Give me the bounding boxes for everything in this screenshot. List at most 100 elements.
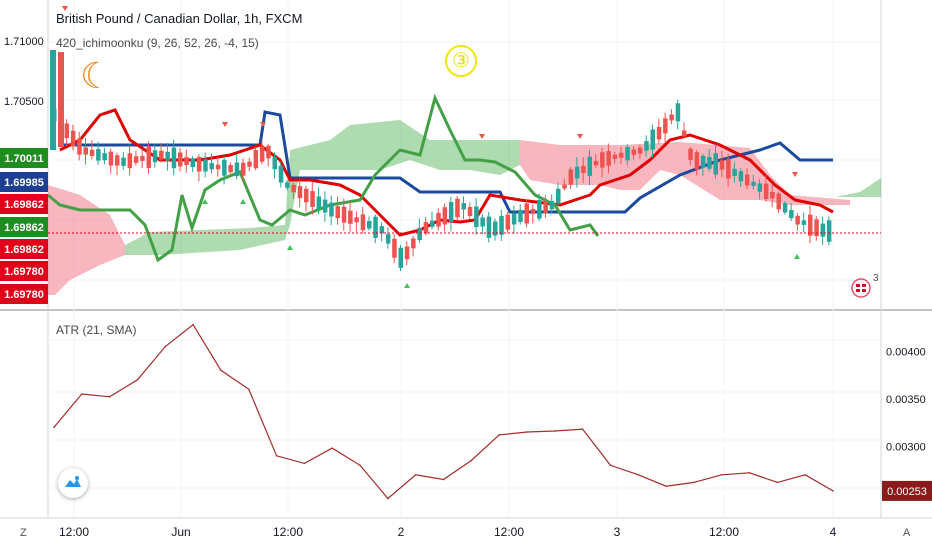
atr-tick-label: 0.00400 <box>886 346 926 358</box>
candle-body <box>631 149 637 155</box>
atr-data-point <box>470 459 473 462</box>
candle-body <box>782 203 788 213</box>
candle-body <box>656 127 662 140</box>
candle-body <box>83 147 88 155</box>
event-marker-three: ③ <box>445 45 477 77</box>
candle-body <box>537 199 542 219</box>
candle-body <box>820 223 826 237</box>
candle-body <box>121 157 126 166</box>
candle-body <box>751 181 756 186</box>
candle-body <box>549 200 555 210</box>
candle-body <box>140 156 145 161</box>
candle-body <box>367 220 372 229</box>
time-tick-label: 2 <box>398 525 405 539</box>
indicator-legend[interactable]: 420_ichimoonku (9, 26, 52, 26, -4, 15) <box>56 36 259 50</box>
candle-body <box>291 184 296 193</box>
price-badge[interactable] <box>0 217 48 237</box>
candle-body <box>89 149 95 157</box>
candle-body <box>196 156 202 172</box>
atr-data-point <box>136 378 139 381</box>
atr-data-point <box>359 464 361 467</box>
atr-legend[interactable]: ATR (21, SMA) <box>56 323 137 337</box>
price-badge[interactable] <box>0 172 48 192</box>
candle-body <box>700 155 706 168</box>
candle-body <box>757 183 763 192</box>
candle-body <box>171 147 177 169</box>
candle-body <box>329 202 334 217</box>
candle-body <box>115 155 120 166</box>
candle-body <box>316 196 322 209</box>
candle-body <box>354 217 359 223</box>
candle-body <box>297 186 303 199</box>
kumo-cloud-bullish <box>835 178 881 197</box>
price-badge-label: 1.69862 <box>4 199 44 211</box>
atr-data-point <box>665 485 667 487</box>
candlestick-series <box>50 50 832 272</box>
candle-body <box>574 166 580 179</box>
candle-body <box>644 140 649 151</box>
price-badge-label: 1.69780 <box>4 289 44 301</box>
candle-body <box>411 238 416 249</box>
sell-signal-marker <box>577 134 583 139</box>
atr-tick-label: 0.00300 <box>886 441 926 453</box>
candle-body <box>417 227 422 241</box>
price-badge-label: 1.70011 <box>4 153 43 165</box>
candle-body <box>675 103 681 122</box>
buy-signal-marker <box>240 199 246 204</box>
candle-body <box>581 165 586 173</box>
atr-plot <box>53 323 834 500</box>
price-badge[interactable] <box>0 194 48 214</box>
atr-data-point <box>275 454 278 457</box>
candle-body <box>373 216 378 238</box>
atr-data-point <box>526 431 528 433</box>
symbol-title[interactable]: British Pound / Canadian Dollar, 1h, FXC… <box>56 11 303 26</box>
candle-body <box>493 221 498 236</box>
candle-body <box>511 213 517 225</box>
price-badge[interactable] <box>0 148 48 168</box>
candle-body <box>209 163 214 170</box>
candle-body <box>556 188 561 204</box>
auto-scale-toggle[interactable]: A <box>903 527 911 539</box>
candle-body <box>77 138 82 155</box>
candle-body <box>442 207 448 225</box>
candle-body <box>70 130 76 147</box>
candle-body <box>524 203 529 224</box>
candle-body <box>814 219 819 237</box>
time-tick-label: 12:00 <box>494 525 524 539</box>
atr-data-point <box>387 497 389 500</box>
candle-body <box>486 216 492 238</box>
sell-signal-marker <box>62 6 68 11</box>
candle-body <box>379 226 385 234</box>
price-badge[interactable] <box>0 284 48 304</box>
flag-badge-icon[interactable] <box>851 278 871 298</box>
candle-body <box>480 217 485 227</box>
candle-body <box>58 52 64 147</box>
atr-data-point <box>581 428 584 430</box>
kumo-cloud-bearish <box>48 185 125 295</box>
atr-current-badge-label: 0.00253 <box>887 486 927 498</box>
candle-body <box>253 150 259 169</box>
candle-body <box>669 114 674 121</box>
candle-body <box>241 162 246 176</box>
price-badge-label: 1.69985 <box>4 177 44 189</box>
sell-signal-marker <box>479 134 485 139</box>
atr-data-point <box>498 434 500 436</box>
candle-body <box>392 238 397 258</box>
time-tick-label: 4 <box>830 525 837 539</box>
tradingview-logo[interactable] <box>58 468 88 498</box>
crescent-moon-icon: ☾ <box>80 55 113 96</box>
time-tick-label: 12:00 <box>273 525 303 539</box>
atr-current-badge[interactable] <box>882 480 932 501</box>
atr-data-point <box>331 447 334 449</box>
candle-body <box>385 234 391 244</box>
price-badge[interactable] <box>0 261 48 281</box>
candle-body <box>606 151 611 166</box>
candle-body <box>222 159 227 176</box>
price-badge[interactable] <box>0 239 48 259</box>
candle-body <box>448 201 454 222</box>
log-scale-toggle[interactable]: Z <box>20 527 27 539</box>
atr-data-point <box>832 490 834 492</box>
atr-data-point <box>220 369 222 372</box>
